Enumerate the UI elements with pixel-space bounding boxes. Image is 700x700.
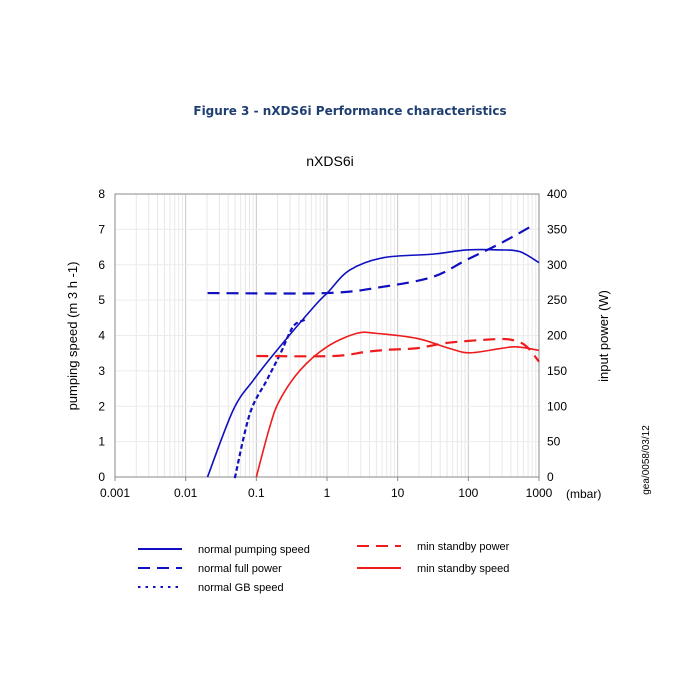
series-line-normal-GB-speed xyxy=(233,318,306,479)
x-tick-label: 100 xyxy=(458,486,478,500)
legend-label: min standby speed xyxy=(417,563,509,575)
y-tick-label: 2 xyxy=(98,399,105,413)
y2-tick-label: 50 xyxy=(547,435,561,449)
y2-tick-label: 0 xyxy=(547,470,554,484)
x-tick-label: 0.1 xyxy=(248,486,265,500)
legend-label: normal GB speed xyxy=(198,582,284,594)
series-line-normal-full-power xyxy=(207,224,534,295)
legend-label: normal full power xyxy=(198,563,282,575)
x-axis-label: (mbar) xyxy=(566,487,601,501)
series-line-normal-pumping-speed xyxy=(206,248,540,478)
grid xyxy=(114,193,539,478)
y-tick-label: 3 xyxy=(98,364,105,378)
y-tick-label: 5 xyxy=(98,293,105,307)
legend-label: min standby power xyxy=(417,541,510,553)
y2-tick-label: 100 xyxy=(547,399,567,413)
y-tick-label: 4 xyxy=(98,329,105,343)
y2-tick-label: 150 xyxy=(547,364,567,378)
y-axis-label: pumping speed (m 3 h -1) xyxy=(65,262,80,411)
y2-tick-label: 350 xyxy=(547,222,567,236)
figure-title: Figure 3 - nXDS6i Performance characteri… xyxy=(193,104,507,118)
y-tick-label: 1 xyxy=(98,435,105,449)
y2-tick-label: 400 xyxy=(547,187,567,201)
legend-label: normal pumping speed xyxy=(198,544,310,556)
legend: normal pumping speed normal full power nor… xyxy=(138,541,510,594)
series-group xyxy=(206,224,540,479)
y2-tick-label: 300 xyxy=(547,258,567,272)
side-code: gea/0058/03/12 xyxy=(641,425,652,495)
y-tick-label: 7 xyxy=(98,222,105,236)
series-line-min-standby-power xyxy=(256,337,540,363)
x-tick-label: 0.01 xyxy=(174,486,198,500)
ticks: 0 1 2 3 4 5 6 7 8 0 50 100 150 200 250 300 350 400 0.001 0.… xyxy=(98,187,567,500)
y-tick-label: 0 xyxy=(98,470,105,484)
chart-title: nXDS6i xyxy=(306,153,353,169)
x-tick-label: 1 xyxy=(324,486,331,500)
series-line-min-standby-speed xyxy=(255,331,540,478)
y-tick-label: 6 xyxy=(98,258,105,272)
x-tick-label: 10 xyxy=(391,486,405,500)
x-tick-label: 0.001 xyxy=(100,486,130,500)
y2-axis-label: input power (W) xyxy=(596,290,611,382)
y2-tick-label: 200 xyxy=(547,329,567,343)
x-tick-label: 1000 xyxy=(526,486,553,500)
y-tick-label: 8 xyxy=(98,187,105,201)
y2-tick-label: 250 xyxy=(547,293,567,307)
